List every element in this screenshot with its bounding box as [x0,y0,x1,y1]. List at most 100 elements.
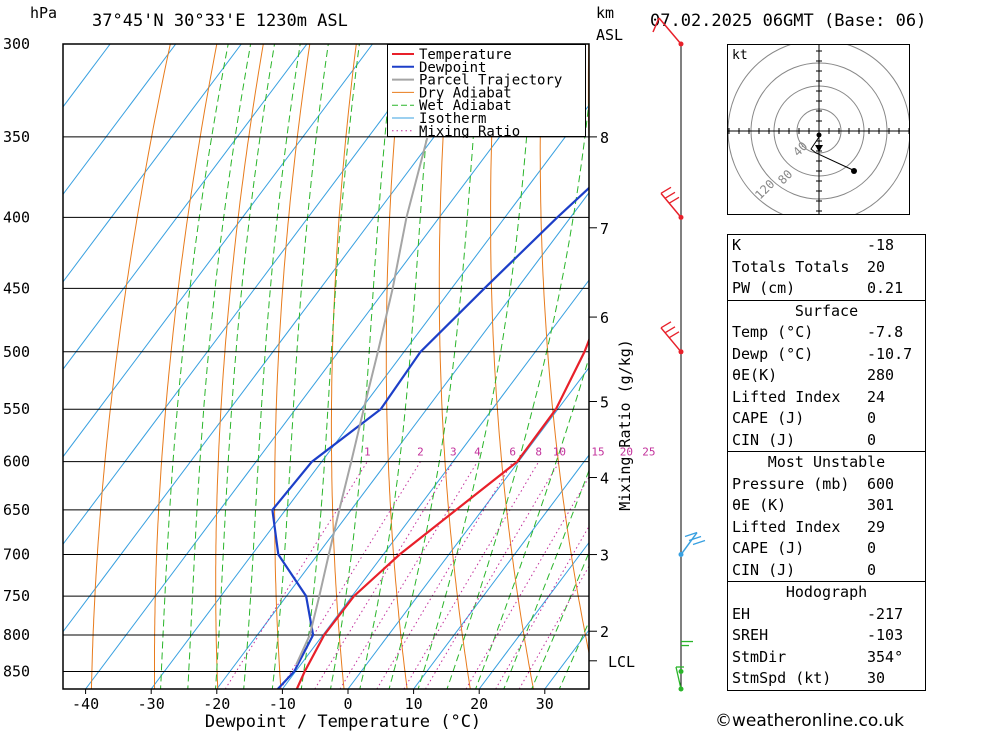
wet-adiabat-line [475,356,589,689]
wind-profile [652,17,706,692]
wet-adiabat-line [214,44,275,689]
wet-adiabat-line [417,44,535,689]
hodograph-label: SREH [732,626,769,644]
temperature-axis: -40 -30 -20 -10 0 10 20 30 [72,689,554,713]
most-unstable-value: 301 [867,496,895,514]
most-unstable-row: θE (K) 301 [728,495,925,517]
dry-adiabat-line [90,44,171,689]
wind-barb [688,535,702,542]
height-tick-label: 3 [600,547,609,565]
hodograph-point [816,132,822,138]
dry-adiabat-line [274,44,311,689]
wet-adiabat-line [160,44,229,689]
surface-row: Temp (°C) -7.8 [728,322,925,344]
height-tick-label: 6 [600,309,609,327]
temperature-tick-label: 10 [405,695,423,713]
hodograph-ring-label: 40 [790,139,810,159]
temperature-tick-label: -30 [138,695,165,713]
mixing-ratio-label: 8 [535,446,542,459]
mixing-ratio-label: 20 [620,446,633,459]
height-tick-label: 8 [600,129,609,147]
series-dewpoint-line [271,186,589,689]
mixing-ratio-line [403,461,540,689]
wind-barb [680,532,698,555]
mixing-ratio-label: 3 [450,446,457,459]
pressure-unit-label: hPa [30,4,58,22]
isotherm-line [150,104,589,689]
wind-barb [668,196,680,204]
wind-barb [660,186,672,194]
index-row: Totals Totals 20 [728,257,925,279]
most-unstable-value: 0 [867,539,877,557]
mixing-ratio-label: 15 [591,446,604,459]
most-unstable-value: 0 [867,560,877,579]
temperature-tick-label: -40 [72,695,99,713]
wind-level-marker [678,669,684,675]
most-unstable-label: Lifted Index [732,517,841,536]
pressure-axis: 300 350 400 450 500 550 600 650 700 750 800 850 [3,35,30,681]
surface-label: CAPE (J) [732,409,805,427]
storm-motion-marker [815,145,823,152]
dry-adiabat-line [490,44,534,689]
most-unstable-label: θE (K) [732,496,787,514]
plot-frame [62,43,590,690]
surface-row: CIN (J) 0 [728,430,925,452]
hodograph-row: StmDir 354° [728,647,925,669]
wind-barb [660,321,672,329]
hodograph-value: -217 [867,604,904,623]
wet-adiabat-line [446,98,589,689]
skewt-diagram: 1 2 3 4 6 8 10 15 20 25 3003504004505005506006507… [3,35,655,732]
profile-series [271,44,589,689]
pressure-tick-label: 650 [3,501,30,519]
index-value: 20 [867,257,886,276]
most-unstable-value: 29 [867,517,886,536]
surface-label: CIN (J) [732,430,796,449]
index-value: -18 [867,236,895,254]
hodograph-label: StmDir [732,647,787,666]
km-unit-label: km [596,4,615,22]
wind-barb [668,331,680,339]
surface-label: Dewp (°C) [732,344,814,363]
surface-label: θE(K) [732,366,778,384]
temperature-tick-label: 20 [470,695,488,713]
wind-barb [658,17,682,45]
surface-row: Lifted Index 24 [728,387,925,409]
wet-adiabat-line [300,44,360,689]
pressure-tick-label: 300 [3,35,30,53]
most-unstable-label: Pressure (mb) [732,474,850,493]
hodograph-unit: kt [732,48,748,63]
surface-label: Lifted Index [732,387,841,406]
wet-adiabat-line [187,44,252,689]
surface-row: CAPE (J) 0 [728,408,925,430]
series-temperature-line [295,337,589,689]
hodograph-value: -103 [867,626,904,644]
surface-value: 0 [867,430,877,449]
wind-barb [660,192,682,218]
mixing-ratio-label: 1 [364,446,371,459]
legend-label: Dewpoint [419,60,486,76]
hodograph-trace [810,136,856,172]
mixing-ratio-axis-label: Mixing Ratio (g/kg) [616,339,634,511]
datetime-title: 07.02.2025 06GMT (Base: 06) [650,11,927,31]
pressure-tick-label: 350 [3,128,30,146]
x-axis-label: Dewpoint / Temperature (°C) [205,712,481,732]
dry-adiabat-line [539,44,589,656]
isotherm-line [85,44,570,689]
wind-barb [675,666,682,690]
surface-row: θE(K) 280 [728,365,925,387]
surface-value: 0 [867,409,877,427]
mixing-ratio-line [425,461,560,689]
indices-table: K -18 Totals Totals 20 PW (cm) 0.21 Surface T… [727,234,926,691]
hodograph-label: EH [732,604,751,623]
pressure-tick-label: 850 [3,663,30,681]
wind-barb [692,539,706,546]
height-tick-label: 7 [600,220,609,238]
copyright: ©weatheronline.co.uk [715,711,905,731]
temperature-tick-label: -20 [203,695,230,713]
series-parcel-trajectory-line [295,44,453,665]
index-row: PW (cm) 0.21 [728,278,925,300]
hodograph-value: 354° [867,647,904,666]
legend-label: Isotherm [419,111,486,127]
surface-row: Dewp (°C) -10.7 [728,344,925,366]
most-unstable-label: CAPE (J) [732,539,805,557]
